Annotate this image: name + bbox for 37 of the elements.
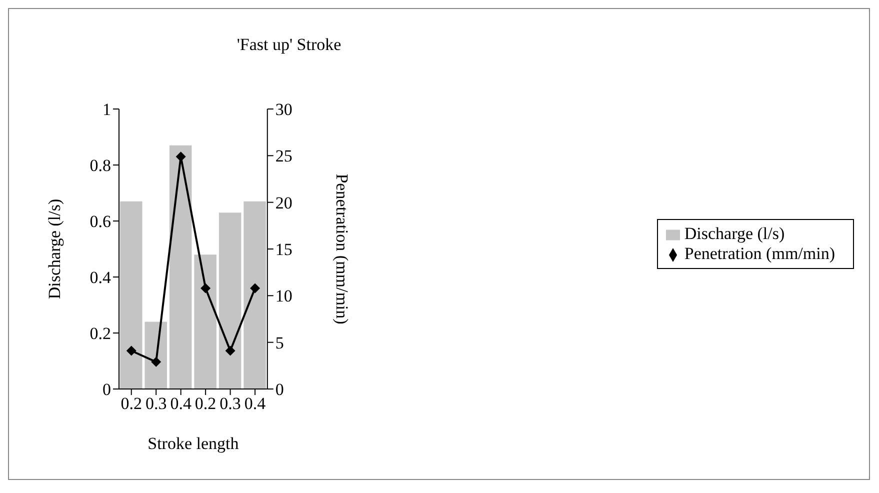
point: [250, 283, 260, 294]
y2-tick-label: 10: [275, 286, 292, 306]
y-tick-label: 0.6: [90, 212, 111, 232]
x-tick-label: 0.3: [220, 394, 241, 414]
y2-tick-label: 20: [275, 193, 292, 212]
y2-axis-title: Penetration (mm/min): [332, 174, 352, 324]
bar: [218, 212, 242, 389]
point: [200, 283, 211, 294]
y2-tick-label: 25: [275, 146, 292, 166]
bar: [169, 145, 192, 389]
point: [225, 346, 236, 356]
bar: [244, 201, 266, 389]
y-tick-label: 1: [102, 100, 111, 120]
chart-title: 'Fast up' Stroke: [236, 35, 342, 55]
y-axis-title: Discharge (l/s): [45, 198, 64, 300]
bar: [120, 201, 142, 389]
y-tick-label: 0: [102, 380, 111, 400]
y2-tick-label: 5: [275, 333, 284, 352]
y2-tick-label: 15: [275, 240, 292, 260]
x-tick-label: 0.4: [244, 394, 266, 414]
x-tick-label: 0.2: [194, 394, 216, 414]
x-tick-label: 0.3: [145, 394, 167, 414]
x-axis-title: Stroke length: [148, 434, 240, 453]
bar: [144, 322, 167, 389]
legend-label: Discharge (l/s): [684, 224, 785, 243]
x-tick-label: 0.2: [120, 394, 142, 414]
bar: [194, 254, 216, 389]
x-tick-label: 0.4: [170, 394, 192, 414]
legend-label: Penetration (mm/min): [684, 244, 835, 263]
y2-tick-label: 30: [275, 100, 292, 120]
y2-tick-label: 0: [275, 380, 284, 400]
y-tick-label: 0.4: [90, 268, 112, 288]
y-tick-label: 0.8: [90, 156, 111, 176]
point: [151, 356, 162, 367]
point: [176, 152, 186, 162]
point: [126, 346, 136, 356]
y-tick-label: 0.2: [90, 324, 111, 344]
